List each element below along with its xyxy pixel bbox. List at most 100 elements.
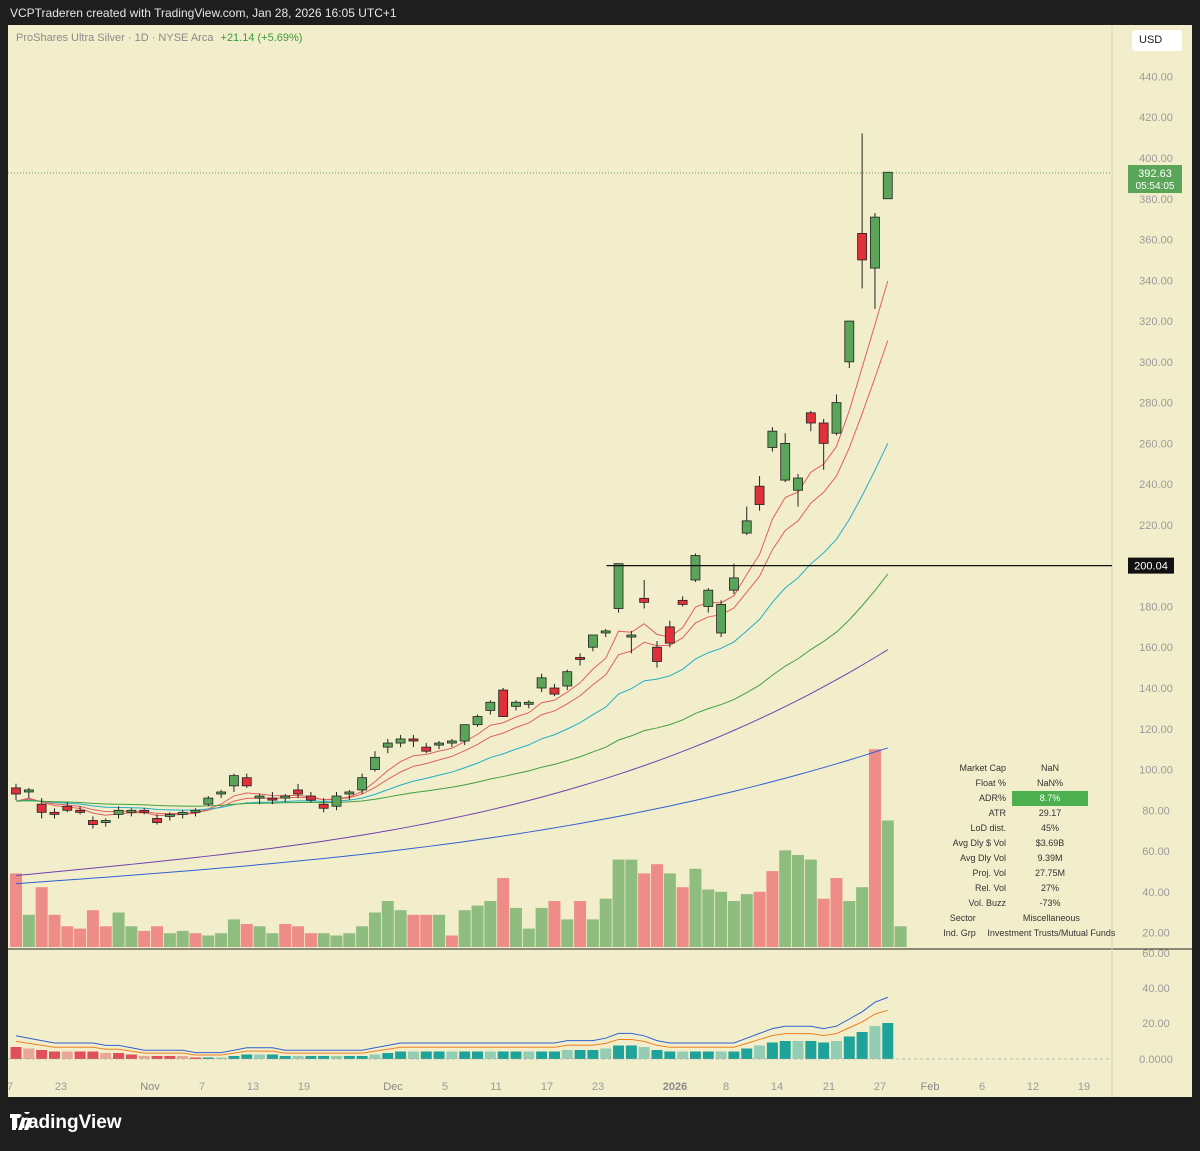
stat-label: LoD dist. — [970, 823, 1006, 833]
indicator-bar — [318, 1056, 330, 1059]
indicator-bar — [87, 1051, 99, 1059]
indicator-bar — [279, 1056, 291, 1059]
stat-value: 45% — [1040, 823, 1059, 833]
indicator-bar — [523, 1051, 535, 1059]
price-tick-label: 100.00 — [1139, 765, 1173, 777]
indicator-bar — [138, 1056, 150, 1059]
candle-body — [434, 742, 444, 746]
indicator-bar — [331, 1056, 342, 1059]
indicator-bar — [869, 1026, 881, 1059]
volume-bar — [420, 914, 433, 947]
indicator-bar — [305, 1056, 317, 1059]
price-chart[interactable]: 440.00 420.00 400.00 380.00 360.00 340.00 320.… — [8, 25, 1192, 1097]
candle-body — [575, 657, 585, 660]
candle-body — [280, 795, 291, 799]
volume-bar — [471, 905, 484, 947]
time-tick-label: 19 — [1078, 1081, 1090, 1093]
candle-body — [716, 604, 726, 634]
price-tick-label: 340.00 — [1139, 275, 1173, 287]
candle-body — [498, 689, 509, 717]
stat-value: NaN% — [1036, 778, 1063, 788]
volume-bar — [22, 914, 35, 947]
price-tick-label: 300.00 — [1139, 357, 1173, 369]
indicator-bar — [151, 1056, 163, 1059]
price-tick-label: 380.00 — [1139, 194, 1173, 206]
stat-row: Avg Dly $ Vol $3.69B — [936, 836, 1121, 851]
candle-body — [459, 724, 470, 742]
volume-bar — [356, 926, 369, 947]
brand-footer[interactable]: TradingView — [10, 1112, 122, 1134]
volume-bar — [317, 933, 330, 947]
currency-selector[interactable]: USD — [1132, 30, 1182, 51]
indicator-bar — [536, 1051, 548, 1059]
candle-body — [139, 809, 150, 813]
indicator-bar — [369, 1054, 381, 1059]
volume-bar — [881, 820, 894, 947]
candle-body — [382, 742, 393, 748]
stats-panel: Market Cap NaN Float % NaN% ADR% 8.7% ATR 29.17… — [936, 761, 1121, 941]
stat-value: 27.75M — [1034, 868, 1066, 878]
indicator-bar — [215, 1057, 227, 1059]
volume-bar — [343, 933, 356, 947]
volume-bar — [35, 887, 48, 947]
candle-body — [780, 442, 791, 481]
volume-bar — [368, 912, 381, 947]
candle-body — [882, 171, 893, 200]
sma-200-line — [15, 747, 888, 885]
indicator-bar — [189, 1057, 201, 1059]
stat-value: 8.7% — [1012, 791, 1088, 806]
candle-body — [754, 485, 765, 505]
candle-body — [511, 701, 521, 707]
price-tick-label: 360.00 — [1139, 235, 1173, 247]
brand-name: TradingView — [10, 1112, 122, 1133]
volume-bar — [561, 919, 574, 947]
volume-bar — [612, 859, 625, 947]
volume-bar — [817, 898, 830, 947]
stat-value: -73% — [1039, 898, 1061, 908]
indicator-bar — [613, 1045, 625, 1059]
candle-body — [870, 216, 880, 269]
volume-bar — [86, 910, 99, 947]
candle-body — [126, 809, 137, 813]
candle-body — [203, 797, 214, 805]
candle-body — [267, 797, 278, 801]
price-tick-label: 20.00 — [1142, 928, 1170, 940]
volume-bar — [433, 914, 446, 947]
indicator-bar — [420, 1051, 432, 1059]
volume-bar — [804, 859, 817, 947]
stat-value: Miscellaneous — [1022, 913, 1080, 923]
time-tick-label: 23 — [55, 1081, 67, 1093]
volume-bar — [740, 894, 753, 947]
last-price-tag — [1128, 165, 1182, 194]
volume-bar — [48, 914, 61, 947]
candle-body — [472, 716, 483, 726]
volume-bar — [843, 901, 856, 947]
volume-bar — [484, 901, 497, 947]
level-tag — [1128, 557, 1174, 574]
indicator-bar — [266, 1054, 278, 1059]
ema-21-line — [15, 443, 889, 811]
chart-frame[interactable]: 440.00 420.00 400.00 380.00 360.00 340.00 320.… — [8, 25, 1192, 1097]
indicator-bar — [766, 1042, 778, 1059]
volume-bar — [715, 891, 728, 947]
indicator-tick-label: 40.00 — [1142, 983, 1170, 995]
time-tick-label: 7 — [199, 1081, 205, 1093]
countdown-label: 05:54:05 — [1136, 181, 1175, 192]
candle-body — [318, 803, 329, 809]
symbol-legend[interactable]: ProShares Ultra Silver · 1D · NYSE Arca … — [16, 32, 302, 44]
indicator-bar — [100, 1053, 112, 1059]
volume-bar — [189, 933, 202, 947]
candle-body — [588, 634, 598, 648]
candle-body — [49, 811, 60, 815]
candle-body — [767, 430, 778, 448]
stat-row: Ind. Grp Investment Trusts/Mutual Funds — [936, 926, 1121, 941]
stat-label: Avg Dly Vol — [960, 853, 1006, 863]
candle-body — [344, 791, 355, 795]
indicator-bar — [715, 1051, 727, 1059]
indicator-bar — [356, 1056, 368, 1059]
volume-bar — [125, 926, 138, 947]
candle-body — [23, 789, 34, 793]
indicator-bar — [23, 1048, 35, 1059]
candle-body — [293, 789, 303, 795]
time-tick-label: Feb — [921, 1081, 940, 1093]
